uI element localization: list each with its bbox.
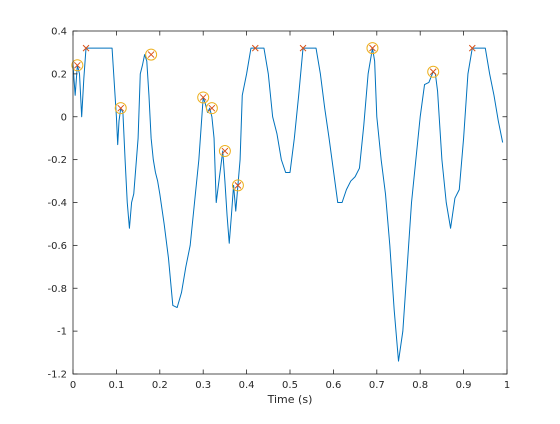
peak-circle-marker: [114, 102, 127, 115]
y-tick-label: -1.2: [47, 370, 67, 381]
peak-circle-marker: [427, 65, 440, 78]
peak-cross-marker: [117, 104, 125, 112]
peak-marker-layer: [71, 42, 476, 192]
x-tick-label: 1: [504, 380, 510, 391]
x-tick-label: 0.8: [412, 380, 428, 391]
x-tick-label: 0.5: [282, 380, 298, 391]
peak-cross-marker: [468, 44, 476, 52]
y-tick-label: -0.6: [47, 241, 67, 252]
x-tick-label: 0.2: [152, 380, 168, 391]
plot-background: [73, 31, 507, 374]
peak-cross-marker: [82, 44, 90, 52]
y-tick-label: 0: [61, 112, 67, 123]
x-tick-label: 0: [70, 380, 76, 391]
x-tick-label: 0.3: [195, 380, 211, 391]
series-layer: [72, 47, 504, 362]
signal-line-0: [72, 47, 504, 362]
peak-cross-marker: [369, 44, 376, 52]
x-tick-label: 0.4: [239, 380, 255, 391]
peak-circle-marker: [145, 48, 158, 61]
peak-cross-marker: [199, 94, 207, 101]
peak-cross-marker: [221, 147, 229, 155]
tick-layer: 0 0.1 0.2 0.3 0.4 0.5 0.6 0.7 0.8 0.9 1 0.4 0.2 0 -0.2…: [47, 27, 510, 392]
y-tick-label: 0.2: [51, 69, 67, 80]
peak-cross-marker: [208, 104, 216, 112]
peak-circle-marker: [218, 145, 231, 158]
x-tick-label: 0.9: [456, 380, 472, 391]
y-tick-label: -1: [57, 327, 67, 338]
peak-circle-marker: [366, 42, 379, 55]
peak-cross-marker: [73, 61, 81, 69]
peak-cross-marker: [251, 44, 259, 52]
peak-circle-marker: [71, 59, 84, 72]
x-tick-label: 0.6: [325, 380, 341, 391]
peak-circle-marker: [205, 102, 218, 115]
y-tick-label: 0.4: [51, 27, 67, 38]
y-tick-label: -0.4: [47, 198, 67, 209]
peak-cross-marker: [429, 68, 437, 76]
y-tick-label: -0.8: [47, 284, 67, 295]
x-tick-label: 0.1: [108, 380, 124, 391]
peak-circle-marker: [197, 91, 210, 104]
peak-cross-marker: [234, 181, 242, 189]
peak-cross-marker: [147, 51, 155, 58]
y-tick-label: -0.2: [47, 155, 67, 166]
x-axis-label: Time (s): [267, 393, 313, 406]
x-tick-label: 0.7: [369, 380, 385, 391]
peak-circle-marker: [231, 179, 244, 192]
peak-cross-marker: [299, 44, 307, 52]
